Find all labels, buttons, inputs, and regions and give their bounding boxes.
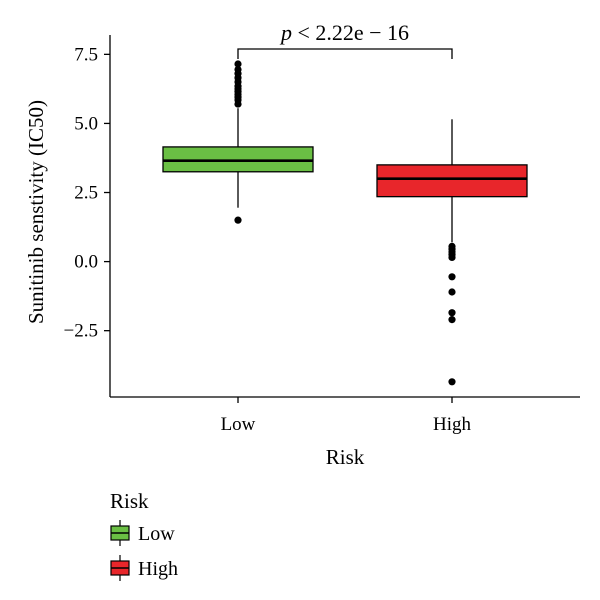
y-tick-label: 2.5 — [74, 183, 98, 204]
x-axis-title: Risk — [326, 445, 365, 469]
box-high — [376, 119, 528, 386]
axes: 7.5 5.0 2.5 0.0 −2.5 Low High — [64, 35, 580, 435]
p-value-label: p < 2.22e − 16 — [279, 20, 409, 45]
boxes — [162, 60, 528, 386]
legend-item-high: High — [110, 555, 178, 581]
outlier-point — [234, 65, 242, 74]
outlier-point — [234, 216, 242, 224]
outlier-point — [448, 273, 456, 281]
y-tick-label: 0.0 — [74, 252, 98, 273]
outlier-point — [448, 309, 456, 317]
legend-label: High — [138, 558, 178, 580]
y-axis-title: Sunitinib senstivity (IC50) — [24, 100, 48, 324]
box-rect — [376, 164, 528, 198]
y-tick-label: 7.5 — [74, 44, 98, 65]
legend-label: Low — [138, 523, 175, 545]
x-tick-label: Low — [221, 414, 256, 435]
y-tick-label: −2.5 — [64, 321, 98, 342]
legend-title: Risk — [110, 489, 149, 513]
outlier-point — [448, 288, 456, 296]
outlier-point — [448, 253, 456, 262]
outlier-point — [448, 316, 456, 324]
legend: Risk Low High — [110, 489, 178, 581]
box-low — [162, 60, 314, 224]
outlier-point — [234, 60, 242, 68]
significance-annotation: p < 2.22e − 16 — [237, 20, 453, 59]
p-value-text: < 2.22e − 16 — [292, 20, 409, 45]
significance-bracket — [237, 48, 453, 59]
y-tick-label: 5.0 — [74, 113, 98, 134]
p-symbol: p — [279, 20, 292, 45]
box-rect — [162, 146, 314, 173]
legend-item-low: Low — [110, 520, 175, 546]
outlier-point — [448, 378, 456, 386]
x-tick-label: High — [433, 414, 472, 435]
